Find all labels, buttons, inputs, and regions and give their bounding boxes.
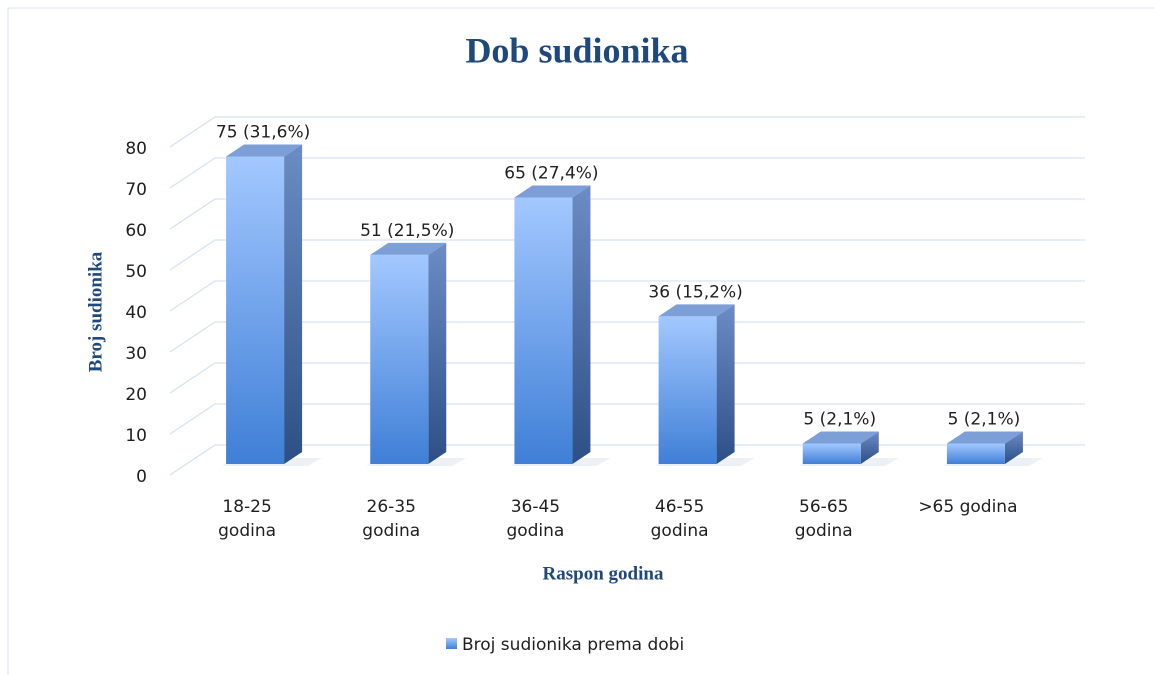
x-axis-title: Raspon godina	[543, 563, 664, 584]
bar	[514, 197, 573, 464]
legend-swatch	[446, 638, 457, 649]
y-tick-label: 0	[136, 467, 147, 487]
bar	[802, 443, 861, 464]
x-tick-label: 36-45 godina	[506, 497, 565, 541]
data-label: 65 (27,4%)	[504, 164, 598, 184]
x-tick-label: >65 godina	[918, 497, 1018, 517]
bar	[370, 254, 429, 464]
y-tick-label: 50	[125, 262, 147, 282]
bar-side	[284, 144, 303, 464]
bar-side	[1004, 431, 1023, 464]
y-tick-label: 20	[125, 385, 147, 405]
y-tick-label: 30	[125, 344, 147, 364]
grid-line	[169, 444, 1085, 476]
bar-top	[226, 144, 303, 157]
bar	[658, 316, 717, 464]
grid-line	[169, 239, 1085, 271]
bar	[226, 156, 285, 464]
data-label: 51 (21,5%)	[360, 221, 454, 241]
y-tick-label: 40	[125, 303, 147, 323]
data-label: 75 (31,6%)	[216, 123, 310, 143]
bar-side	[716, 304, 735, 464]
x-tick-label: 18-25 godina	[218, 497, 277, 541]
bar-side	[860, 431, 879, 464]
bar-side	[572, 185, 591, 464]
bar-top	[802, 431, 879, 444]
bar	[946, 443, 1005, 464]
chart-title: Dob sudionika	[465, 30, 688, 70]
y-tick-label: 80	[125, 139, 147, 159]
x-tick-label: 56-65 godina	[794, 497, 853, 541]
data-label: 36 (15,2%)	[648, 282, 742, 302]
grid-line	[169, 321, 1085, 353]
y-axis-title: Broj sudionika	[85, 251, 106, 372]
y-tick-label: 70	[125, 180, 147, 200]
y-tick-label: 10	[125, 426, 147, 446]
grid-line	[169, 157, 1085, 189]
bar-side	[428, 242, 447, 464]
grid	[169, 116, 1085, 476]
data-label: 5 (2,1%)	[948, 410, 1021, 430]
grid-line	[169, 403, 1085, 435]
bar-top	[658, 304, 735, 317]
legend-label: Broj sudionika prema dobi	[462, 635, 684, 655]
bar-top	[514, 185, 591, 198]
data-label: 5 (2,1%)	[803, 410, 876, 430]
grid-line	[169, 280, 1085, 312]
bar-top	[370, 242, 447, 255]
chart-border	[7, 7, 1154, 675]
grid-line	[169, 362, 1085, 394]
x-tick-label: 26-35 godina	[362, 497, 421, 541]
bar-top	[946, 431, 1023, 444]
grid-line	[169, 116, 1085, 148]
y-tick-label: 60	[125, 221, 147, 241]
bars	[222, 144, 1043, 466]
x-tick-label: 46-55 godina	[650, 497, 709, 541]
grid-line	[169, 198, 1085, 230]
